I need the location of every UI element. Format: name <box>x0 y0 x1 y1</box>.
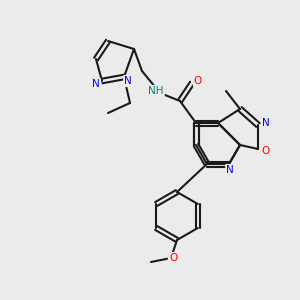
Text: N: N <box>124 76 132 86</box>
Text: O: O <box>262 146 270 156</box>
Text: N: N <box>92 79 100 89</box>
Text: N: N <box>226 165 234 175</box>
Text: O: O <box>194 76 202 86</box>
Text: O: O <box>169 253 177 263</box>
Text: NH: NH <box>148 86 164 96</box>
Text: N: N <box>262 118 270 128</box>
